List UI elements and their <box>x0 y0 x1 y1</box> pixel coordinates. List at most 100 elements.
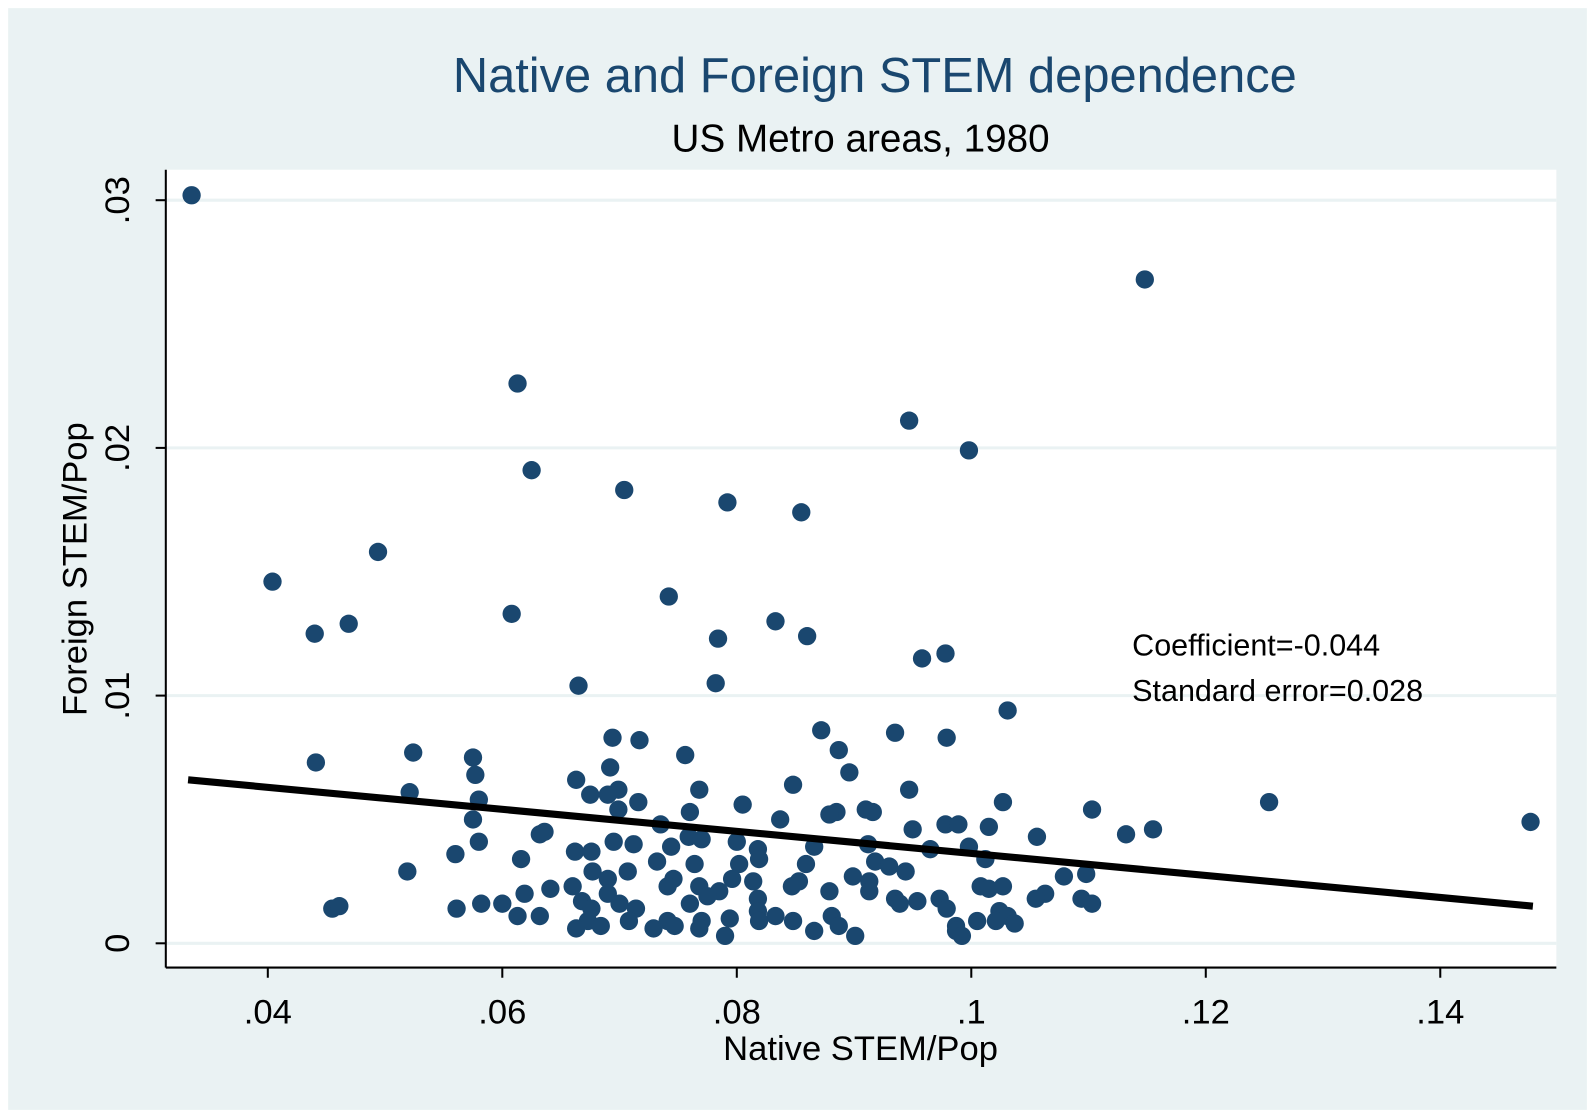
point <box>603 728 622 747</box>
point <box>530 906 549 926</box>
x-tick-label: .08 <box>713 993 761 1031</box>
point <box>796 854 816 874</box>
point <box>609 800 628 819</box>
point <box>993 792 1013 812</box>
x-tick-label: .06 <box>478 993 526 1031</box>
point <box>1259 792 1279 812</box>
point <box>598 785 617 804</box>
point <box>619 911 639 931</box>
point <box>680 894 700 913</box>
point <box>493 894 512 913</box>
point <box>472 894 491 913</box>
point <box>797 627 817 646</box>
point <box>569 676 588 695</box>
point <box>306 753 326 772</box>
point <box>860 882 879 901</box>
y-axis-label: Foreign STEM/Pop <box>56 422 94 716</box>
point <box>1026 889 1045 908</box>
point <box>1082 800 1102 819</box>
point <box>903 820 922 839</box>
point <box>463 810 483 829</box>
point <box>567 770 586 789</box>
marks <box>182 186 1540 946</box>
point <box>508 374 527 393</box>
point <box>515 884 534 903</box>
point <box>615 480 634 500</box>
point <box>263 572 282 591</box>
point <box>685 854 704 874</box>
point <box>722 869 742 889</box>
point <box>979 879 999 898</box>
point <box>749 911 769 931</box>
point <box>896 862 915 881</box>
point <box>1027 827 1047 846</box>
plot-area <box>165 169 1557 968</box>
point <box>766 612 785 631</box>
point <box>899 411 919 430</box>
chart-title: Native and Foreign STEM dependence <box>453 49 1297 103</box>
point <box>629 792 648 812</box>
point <box>618 862 637 881</box>
chart-subtitle: US Metro areas, 1980 <box>672 117 1050 160</box>
point <box>1077 864 1096 884</box>
point <box>840 763 859 782</box>
point <box>567 919 586 938</box>
point <box>1082 894 1102 913</box>
point <box>604 832 623 851</box>
point <box>305 624 324 643</box>
point <box>658 877 677 896</box>
point <box>1143 820 1163 839</box>
point <box>644 919 663 938</box>
point <box>783 775 803 794</box>
point <box>610 894 629 913</box>
point <box>863 802 882 822</box>
point <box>601 758 620 777</box>
point <box>771 810 790 829</box>
point <box>829 916 848 936</box>
point <box>993 877 1013 896</box>
point <box>502 604 521 624</box>
point <box>541 879 560 898</box>
point <box>1054 867 1074 886</box>
point <box>680 802 700 822</box>
point <box>339 614 358 633</box>
point <box>398 862 417 881</box>
point <box>1116 825 1136 844</box>
point <box>647 852 667 871</box>
point <box>885 723 905 742</box>
fit-line <box>187 776 1534 910</box>
point <box>665 916 684 936</box>
annotation: Standard error=0.028 <box>1132 674 1423 708</box>
point <box>718 493 737 512</box>
point <box>698 887 717 906</box>
point <box>766 906 785 926</box>
point <box>624 835 643 854</box>
point <box>820 805 839 824</box>
point <box>733 795 752 814</box>
point <box>447 899 466 918</box>
point <box>998 701 1017 720</box>
point <box>446 844 465 864</box>
point <box>661 837 681 856</box>
point <box>659 587 678 606</box>
point <box>522 461 541 480</box>
point <box>937 728 956 747</box>
point <box>749 849 769 869</box>
point <box>936 644 955 663</box>
point <box>582 842 601 861</box>
annotation: Coefficient=-0.044 <box>1132 628 1380 662</box>
point <box>463 748 483 767</box>
point <box>676 745 695 765</box>
point <box>466 765 485 785</box>
point <box>720 909 739 928</box>
point <box>890 894 909 913</box>
point <box>581 785 600 804</box>
point <box>1135 270 1154 289</box>
point <box>469 832 489 851</box>
point <box>591 916 610 936</box>
point <box>630 731 649 750</box>
point <box>563 877 582 896</box>
point <box>565 842 585 861</box>
